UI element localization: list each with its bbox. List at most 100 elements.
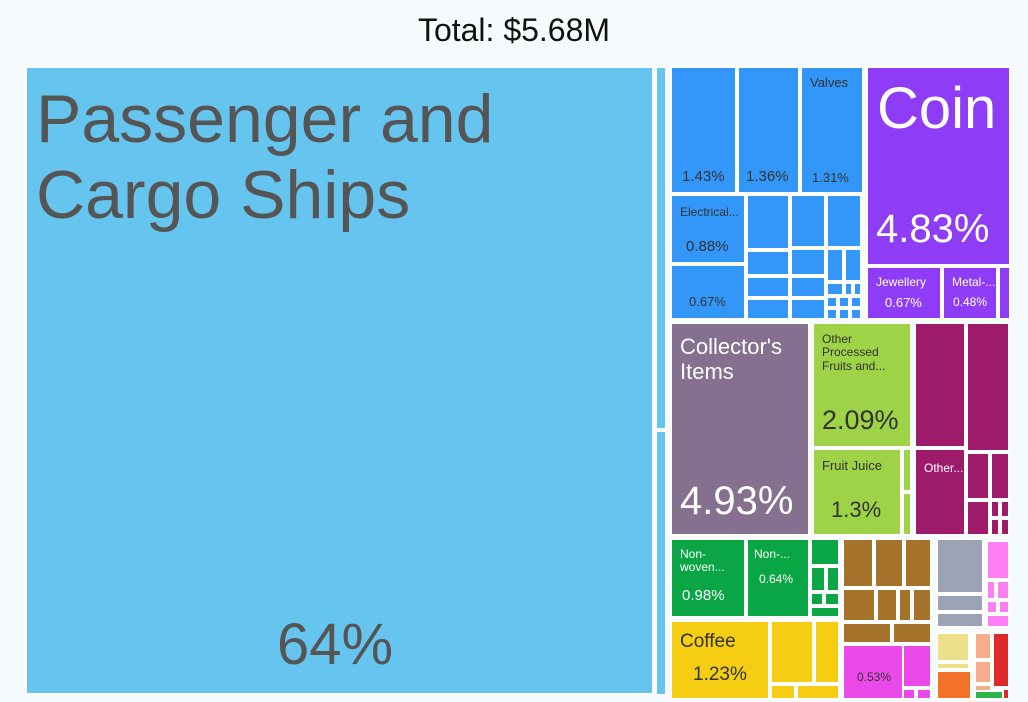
- tile-minor: [842, 588, 876, 622]
- tile-minor: [746, 298, 790, 320]
- tile-label-category-13: woven...: [680, 560, 725, 575]
- tile-minor: [936, 632, 970, 662]
- tile-category-6: [866, 66, 1011, 266]
- tile-minor: [850, 308, 862, 320]
- tile-share-category-8: 0.48%: [953, 295, 988, 309]
- tile-share-category-10: 2.09%: [822, 405, 899, 435]
- tile-share-category-7: 0.67%: [885, 295, 922, 310]
- tile-category-15: [670, 620, 770, 700]
- tile-category-0: [25, 66, 654, 695]
- tile-minor: [990, 500, 1000, 518]
- tile-minor: [838, 296, 850, 308]
- tile-minor: [810, 606, 840, 618]
- tile-minor: [902, 644, 932, 688]
- tile-minor: [986, 614, 1010, 628]
- tile-minor: [810, 592, 824, 606]
- tile-minor: [746, 194, 790, 250]
- tile-share-category-0: 64%: [277, 612, 394, 677]
- tile-minor: [990, 518, 1000, 536]
- tile-minor: [826, 296, 838, 308]
- tile-minor: [916, 688, 932, 700]
- tile-minor: [1000, 500, 1010, 518]
- tile-minor: [842, 622, 892, 644]
- tile-minor: [902, 448, 912, 492]
- tile-minor: [892, 622, 932, 644]
- tile-minor: [974, 690, 1004, 700]
- tile-label-category-13: Non-: [680, 547, 707, 561]
- tile-minor: [998, 266, 1011, 320]
- tile-share-category-13: 0.98%: [682, 587, 725, 604]
- tile-label-category-10: Fruits and...: [822, 358, 886, 373]
- tile-minor: [914, 322, 966, 448]
- tile-label-category-9: Items: [680, 358, 734, 384]
- tile-share-category-16: 0.53%: [857, 670, 892, 684]
- tile-category-1: [670, 66, 737, 194]
- tile-label-category-8: Metal-...: [952, 275, 996, 289]
- tile-minor: [790, 248, 826, 276]
- tile-category-10: [812, 322, 912, 448]
- tile-label-category-4: Electrical...: [680, 205, 739, 219]
- tile-minor: [936, 538, 984, 594]
- tile-share-category-15: 1.23%: [693, 664, 747, 685]
- tile-minor: [990, 452, 1010, 500]
- tile-minor: [874, 538, 904, 588]
- tile-minor: [826, 194, 862, 248]
- tile-minor: [826, 248, 844, 282]
- tile-minor: [844, 248, 862, 282]
- tile-minor: [810, 566, 826, 592]
- tile-label-category-0: Passenger and: [36, 81, 494, 157]
- tile-minor: [936, 670, 972, 700]
- tile-minor: [974, 660, 992, 684]
- tile-label-category-7: Jewellery: [876, 275, 927, 289]
- tile-minor: [974, 632, 992, 660]
- tile-minor: [746, 250, 790, 276]
- tile-minor: [770, 684, 796, 700]
- tile-minor: [770, 620, 814, 684]
- tile-minor: [936, 594, 984, 612]
- tile-minor: [902, 492, 912, 536]
- tile-minor: [986, 540, 1010, 580]
- tile-share-category-14: 0.64%: [759, 572, 794, 586]
- tile-share-category-2: 1.36%: [746, 168, 789, 185]
- tile-share-category-6: 4.83%: [876, 207, 990, 251]
- tile-minor: [966, 500, 990, 536]
- tile-minor: [904, 538, 932, 588]
- chart-title: Total: $5.68M: [417, 12, 611, 48]
- tile-category-7: [866, 266, 942, 320]
- tile-minor: [826, 308, 838, 320]
- tile-minor: [655, 430, 667, 696]
- tile-category-8: [942, 266, 998, 320]
- tile-minor: [826, 566, 840, 592]
- tile-minor: [936, 662, 970, 670]
- tile-minor: [936, 612, 984, 628]
- tile-minor: [810, 538, 840, 566]
- tile-category-9: [670, 322, 810, 536]
- tile-label-category-10: Processed: [822, 345, 879, 360]
- tile-minor: [992, 632, 1010, 688]
- tile-minor: [850, 296, 862, 308]
- tile-minor: [996, 580, 1010, 600]
- tile-label-category-0: Cargo Ships: [36, 157, 411, 234]
- tile-minor: [790, 298, 826, 320]
- tile-minor: [790, 276, 826, 298]
- tile-minor: [826, 282, 844, 296]
- tile-minor: [966, 322, 1010, 452]
- tile-minor: [655, 66, 667, 430]
- tile-label-category-15: Coffee: [680, 631, 736, 652]
- tile-share-category-1: 1.43%: [682, 168, 725, 185]
- tile-label-category-9: Collector's: [680, 334, 783, 359]
- tile-minor: [796, 684, 840, 700]
- tile-label-category-6: Coin: [877, 76, 997, 141]
- tile-category-3: [800, 66, 864, 194]
- tile-share-category-11: 1.3%: [831, 497, 882, 522]
- tile-share-category-5: 0.67%: [689, 294, 726, 309]
- tile-label-category-12: Other...: [924, 461, 964, 475]
- tile-minor: [970, 632, 974, 670]
- tile-category-14: [746, 538, 810, 618]
- tile-label-category-14: Non-...: [754, 547, 791, 561]
- tile-label-category-10: Other: [822, 332, 853, 346]
- tile-minor: [790, 194, 826, 248]
- tile-minor: [853, 282, 862, 296]
- tile-minor: [746, 276, 790, 298]
